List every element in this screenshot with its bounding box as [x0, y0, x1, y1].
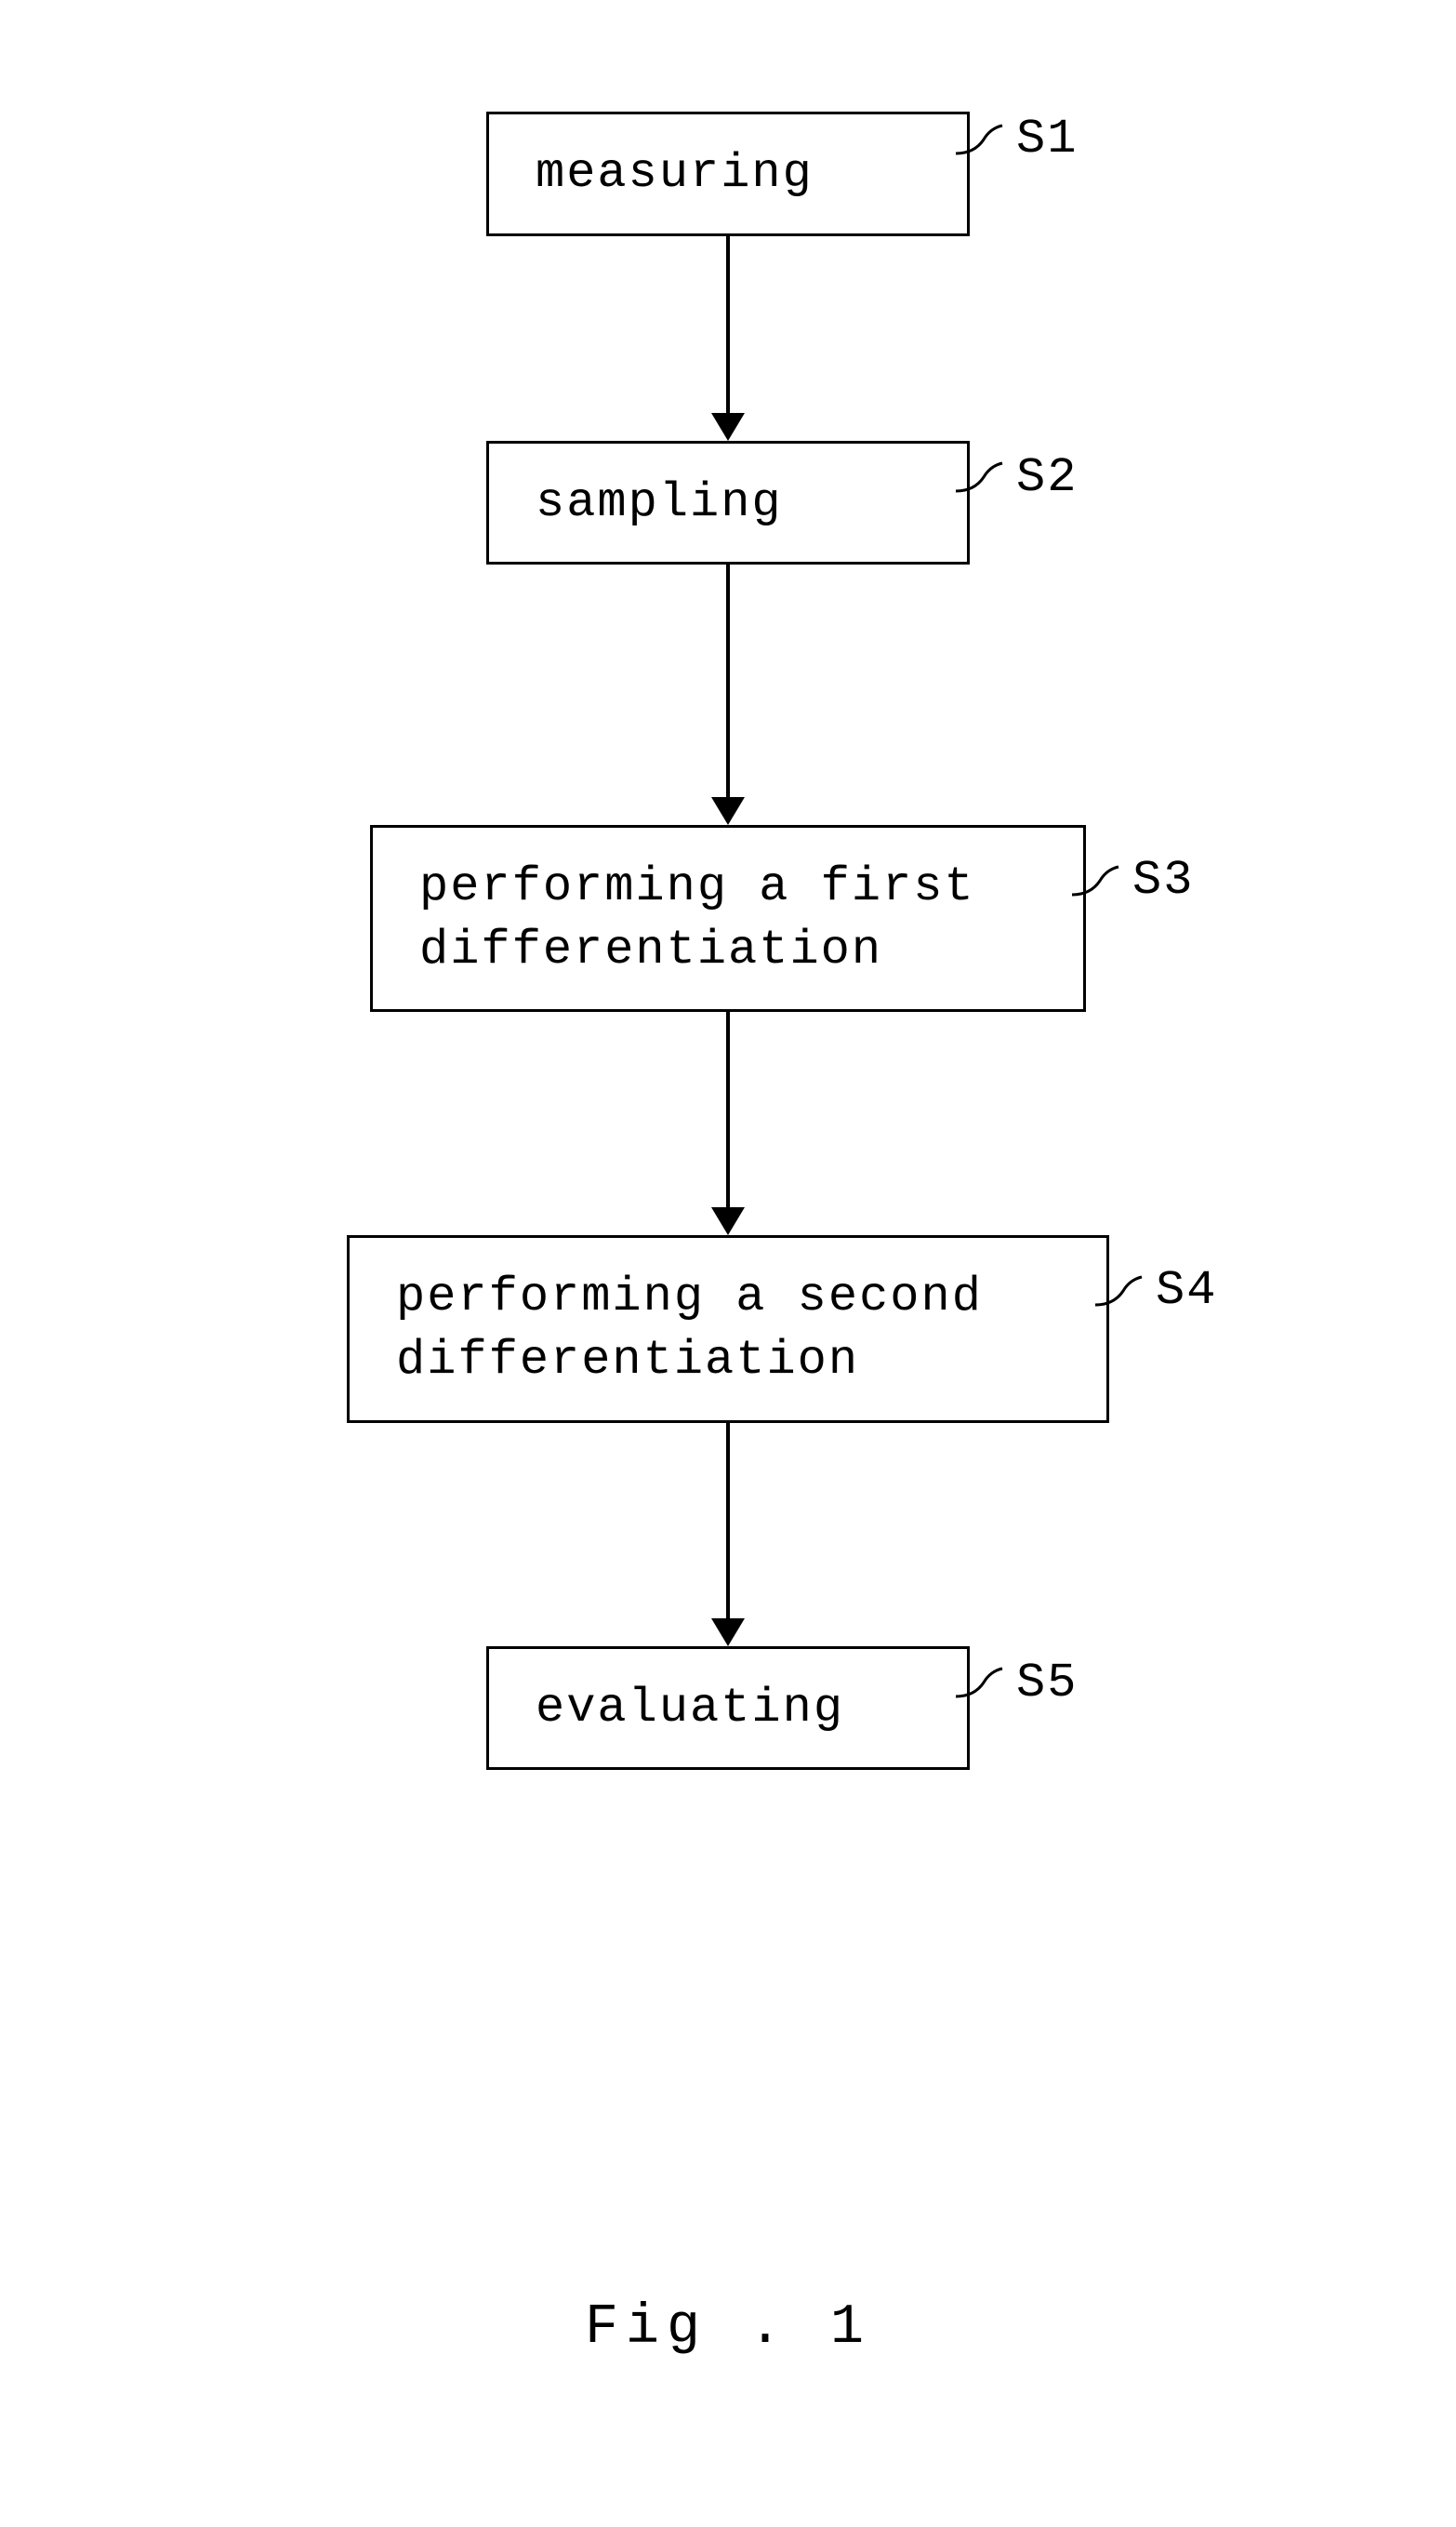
node-s2-text: sampling [536, 475, 783, 530]
node-s3: performing a first differentiation [370, 825, 1086, 1012]
arrow-s2-s3 [711, 565, 745, 825]
arrow-head-icon [711, 413, 745, 441]
label-curve-icon [1067, 862, 1123, 899]
node-s4-wrapper: performing a second differentiation S4 [347, 1235, 1109, 1422]
node-s3-wrapper: performing a first differentiation S3 [370, 825, 1086, 1012]
node-s3-text-line2: differentiation [419, 923, 882, 978]
arrow-head-icon [711, 1618, 745, 1646]
node-s3-label: S3 [1132, 853, 1194, 908]
node-s1: measuring [486, 112, 970, 236]
arrow-line [726, 236, 730, 413]
node-s5-label: S5 [1016, 1656, 1078, 1710]
arrow-head-icon [711, 797, 745, 825]
node-s5-wrapper: evaluating S5 [486, 1646, 970, 1771]
node-s3-text-line1: performing a first [419, 859, 975, 914]
arrow-line [726, 1423, 730, 1618]
arrow-head-icon [711, 1207, 745, 1235]
node-s2-label-wrapper: S2 [951, 450, 1078, 505]
node-s5-text: evaluating [536, 1681, 844, 1736]
node-s4-label: S4 [1156, 1263, 1217, 1318]
node-s1-wrapper: measuring S1 [486, 112, 970, 236]
arrow-s4-s5 [711, 1423, 745, 1646]
arrow-s3-s4 [711, 1012, 745, 1235]
label-curve-icon [1091, 1272, 1146, 1310]
label-curve-icon [951, 459, 1007, 496]
node-s4-text-line2: differentiation [396, 1333, 859, 1388]
figure-caption: Fig . 1 [585, 2296, 871, 2360]
node-s4: performing a second differentiation [347, 1235, 1109, 1422]
label-curve-icon [951, 121, 1007, 158]
node-s2: sampling [486, 441, 970, 565]
arrow-line [726, 565, 730, 797]
node-s5-label-wrapper: S5 [951, 1656, 1078, 1710]
node-s5: evaluating [486, 1646, 970, 1771]
node-s3-label-wrapper: S3 [1067, 853, 1194, 908]
flowchart-container: measuring S1 sampling S2 perfo [347, 112, 1109, 1770]
arrow-line [726, 1012, 730, 1207]
node-s1-label: S1 [1016, 112, 1078, 166]
node-s2-label: S2 [1016, 450, 1078, 505]
node-s1-label-wrapper: S1 [951, 112, 1078, 166]
node-s4-label-wrapper: S4 [1091, 1263, 1217, 1318]
node-s2-wrapper: sampling S2 [486, 441, 970, 565]
node-s1-text: measuring [536, 146, 814, 201]
arrow-s1-s2 [711, 236, 745, 441]
node-s4-text-line1: performing a second [396, 1270, 983, 1324]
label-curve-icon [951, 1664, 1007, 1701]
